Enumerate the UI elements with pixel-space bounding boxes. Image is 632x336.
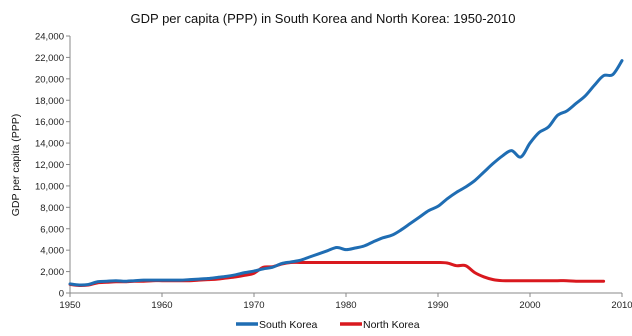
y-tick-label: 2,000 — [40, 267, 64, 278]
y-tick-label: 22,000 — [35, 53, 64, 64]
y-tick-label: 6,000 — [40, 224, 64, 235]
y-tick-label: 4,000 — [40, 246, 64, 257]
chart-title: GDP per capita (PPP) in South Korea and … — [131, 11, 516, 26]
y-tick-label: 16,000 — [35, 117, 64, 128]
series-line-north-korea — [68, 260, 606, 288]
y-tick-label: 12,000 — [35, 160, 64, 171]
x-tick-label: 2010 — [611, 300, 632, 311]
series-line-south-korea — [68, 59, 624, 287]
x-tick-label: 2000 — [519, 300, 540, 311]
x-tick-label: 1960 — [151, 300, 172, 311]
y-tick-label: 0 — [59, 289, 64, 300]
series-lines — [68, 59, 624, 288]
y-tick-label: 18,000 — [35, 96, 64, 107]
axes: 0 2,000 4,000 6,000 8,000 10,000 12,000 14,000 1… — [35, 32, 632, 312]
y-tick-label: 24,000 — [35, 32, 64, 43]
y-tick-label: 8,000 — [40, 203, 64, 214]
x-tick-label: 1970 — [243, 300, 264, 311]
x-tick-label: 1980 — [335, 300, 356, 311]
legend-label-north-korea: North Korea — [363, 319, 420, 331]
x-tick-label: 1990 — [427, 300, 448, 311]
y-tick-label: 10,000 — [35, 181, 64, 192]
legend: South Korea North Korea — [236, 319, 420, 331]
legend-label-south-korea: South Korea — [259, 319, 318, 331]
y-axis-label: GDP per capita (PPP) — [10, 114, 22, 217]
y-tick-label: 14,000 — [35, 139, 64, 150]
x-tick-label: 1950 — [59, 300, 80, 311]
y-tick-label: 20,000 — [35, 74, 64, 85]
